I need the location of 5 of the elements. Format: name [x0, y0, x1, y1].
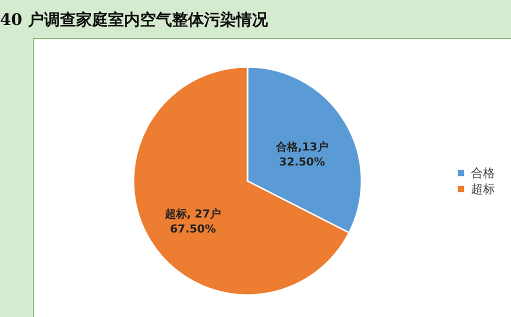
chart-title: 40 户调查家庭室内空气整体污染情况: [0, 10, 269, 29]
legend-label: 超标: [471, 182, 495, 196]
data-label: 超标, 27户 67.50%: [164, 207, 222, 236]
legend-label: 合格: [471, 166, 495, 180]
data-label: 合格,13户 32.50%: [274, 140, 328, 169]
